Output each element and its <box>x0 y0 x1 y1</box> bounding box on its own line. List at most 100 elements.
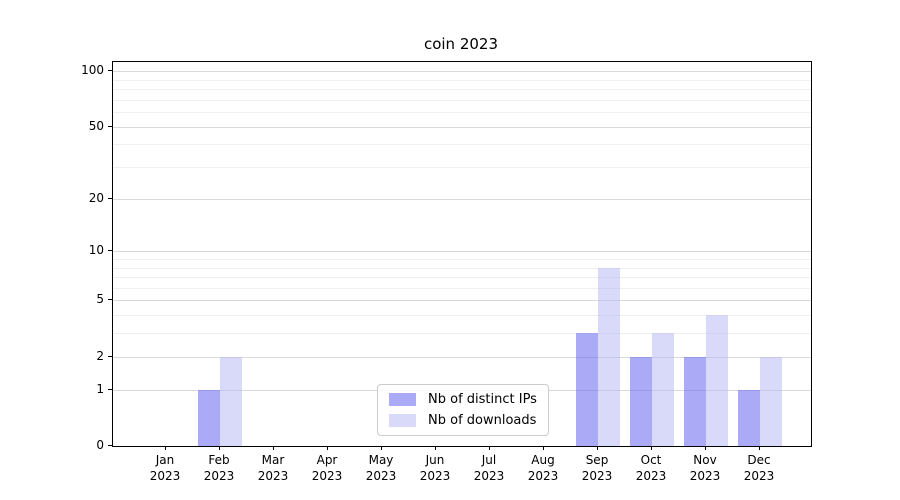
y-tick-label: 1 <box>96 381 104 396</box>
legend-item-downloads: Nb of downloads <box>389 413 537 428</box>
x-tick-label: Jul 2023 <box>459 452 519 484</box>
x-tick-month: Dec <box>747 453 771 467</box>
x-tick-mark <box>543 446 544 450</box>
x-tick-mark <box>219 446 220 450</box>
x-tick-year: 2023 <box>419 469 451 483</box>
x-tick-month: Nov <box>693 453 717 467</box>
x-tick-label: Feb 2023 <box>189 452 249 484</box>
gridline-minor <box>113 99 811 101</box>
x-tick-month: Sep <box>585 453 609 467</box>
legend-swatch-downloads <box>389 414 416 427</box>
x-tick-year: 2023 <box>203 469 235 483</box>
y-tick-mark <box>108 355 112 357</box>
gridline-minor <box>113 144 811 146</box>
x-tick-mark <box>273 446 274 450</box>
x-tick-year: 2023 <box>743 469 775 483</box>
gridline-major <box>113 198 811 200</box>
y-tick-label: 0 <box>96 438 104 452</box>
y-tick-label: 20 <box>88 190 104 205</box>
gridline-minor <box>113 267 811 269</box>
bar-downloads <box>706 315 728 446</box>
bar-distinct-ips <box>198 389 220 446</box>
y-tick-label: 10 <box>88 243 104 258</box>
bar-distinct-ips <box>684 356 706 446</box>
gridline-minor <box>113 258 811 260</box>
y-tick-mark <box>108 125 112 127</box>
bar-distinct-ips <box>738 389 760 446</box>
x-tick-mark <box>327 446 328 450</box>
y-tick-mark <box>108 197 112 199</box>
gridline-major <box>113 300 811 302</box>
y-tick-label: 2 <box>96 348 104 363</box>
gridline-minor <box>113 315 811 317</box>
x-tick-label: Jan 2023 <box>135 452 195 484</box>
gridline-major <box>113 251 811 253</box>
x-tick-year: 2023 <box>149 469 181 483</box>
y-tick-label: 100 <box>81 63 104 78</box>
x-tick-month: Oct <box>640 453 662 467</box>
y-tick-mark <box>108 70 112 72</box>
y-tick-mark <box>108 388 112 390</box>
x-tick-label: Jun 2023 <box>405 452 465 484</box>
gridline-minor <box>113 112 811 114</box>
bar-distinct-ips <box>576 333 598 446</box>
x-tick-month: May <box>368 453 394 467</box>
x-tick-mark <box>165 446 166 450</box>
x-tick-year: 2023 <box>527 469 559 483</box>
bar-downloads <box>220 356 242 446</box>
x-tick-label: Apr 2023 <box>297 452 357 484</box>
y-tick-label: 5 <box>96 292 104 307</box>
bar-downloads <box>598 267 620 446</box>
x-tick-month: Jul <box>481 453 497 467</box>
x-tick-label: Mar 2023 <box>243 452 303 484</box>
gridline-minor <box>113 89 811 91</box>
x-tick-year: 2023 <box>689 469 721 483</box>
gridline-minor <box>113 277 811 279</box>
x-tick-month: Jan <box>155 453 175 467</box>
x-tick-label: Nov 2023 <box>675 452 735 484</box>
x-tick-label: Sep 2023 <box>567 452 627 484</box>
x-tick-year: 2023 <box>257 469 289 483</box>
y-tick-mark <box>108 445 112 446</box>
gridline-minor <box>113 287 811 289</box>
x-tick-year: 2023 <box>635 469 667 483</box>
legend-swatch-distinct-ips <box>389 393 416 406</box>
x-tick-month: Mar <box>261 453 285 467</box>
x-tick-month: Jun <box>425 453 445 467</box>
x-tick-mark <box>597 446 598 450</box>
x-tick-year: 2023 <box>473 469 505 483</box>
gridline-minor <box>113 333 811 335</box>
x-tick-month: Apr <box>316 453 338 467</box>
y-tick-mark <box>108 250 112 252</box>
x-tick-label: Dec 2023 <box>729 452 789 484</box>
x-tick-label: Oct 2023 <box>621 452 681 484</box>
x-tick-label: May 2023 <box>351 452 411 484</box>
bar-downloads <box>760 356 782 446</box>
x-tick-month: Aug <box>531 453 555 467</box>
gridline-major <box>113 71 811 73</box>
bar-distinct-ips <box>630 356 652 446</box>
legend: Nb of distinct IPs Nb of downloads <box>377 384 549 436</box>
gridline-major <box>113 126 811 128</box>
chart-title: coin 2023 <box>423 35 499 53</box>
legend-item-distinct-ips: Nb of distinct IPs <box>389 392 537 407</box>
x-tick-year: 2023 <box>311 469 343 483</box>
x-tick-mark <box>435 446 436 450</box>
bar-downloads <box>652 333 674 446</box>
gridline-minor <box>113 79 811 81</box>
x-tick-year: 2023 <box>581 469 613 483</box>
x-tick-month: Feb <box>208 453 230 467</box>
gridline-minor <box>113 167 811 169</box>
x-tick-year: 2023 <box>365 469 397 483</box>
x-tick-mark <box>381 446 382 450</box>
x-tick-mark <box>705 446 706 450</box>
legend-label-downloads: Nb of downloads <box>428 413 537 428</box>
gridline-major <box>113 356 811 358</box>
x-tick-mark <box>651 446 652 450</box>
legend-label-distinct-ips: Nb of distinct IPs <box>428 392 537 407</box>
y-tick-label: 50 <box>88 118 104 133</box>
x-tick-label: Aug 2023 <box>513 452 573 484</box>
x-tick-mark <box>759 446 760 450</box>
y-tick-mark <box>108 299 112 301</box>
